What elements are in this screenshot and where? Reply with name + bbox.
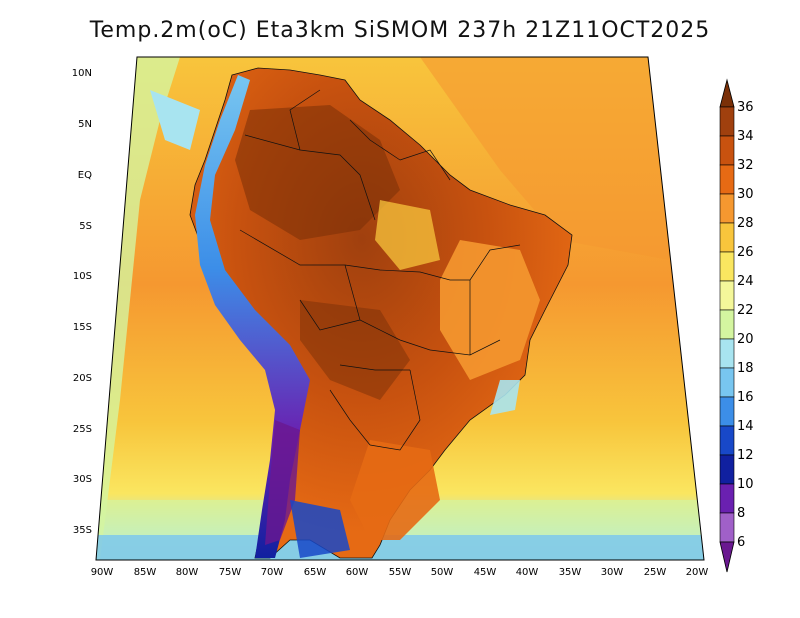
lat-label: 15S <box>72 322 92 333</box>
colorbar-swatch <box>719 164 735 195</box>
lon-label: 35W <box>558 567 582 578</box>
lon-label: 70W <box>260 567 284 578</box>
lat-label: EQ <box>77 170 92 181</box>
central-brazil-warm-patch <box>375 200 440 270</box>
andes-coldest-peaks <box>265 420 300 545</box>
map-area <box>96 57 704 560</box>
lon-label: 30W <box>600 567 624 578</box>
colorbar-bottom-arrow <box>719 541 735 573</box>
lon-label: 50W <box>430 567 454 578</box>
atlantic-warm-band <box>420 57 670 260</box>
colorbar-label: 6 <box>737 535 746 550</box>
map-title: Temp.2m(oC) Eta3km SiSMOM 237h 21Z11OCT2… <box>89 18 711 43</box>
colorbar-swatch <box>719 309 735 340</box>
colorbar-top-arrow <box>719 78 735 108</box>
brazil-plateau-cooler <box>440 240 540 380</box>
lon-label: 40W <box>515 567 539 578</box>
colorbar-swatch <box>719 425 735 456</box>
lon-label: 60W <box>345 567 369 578</box>
lon-label: 85W <box>133 567 157 578</box>
lat-label: 5N <box>78 119 92 130</box>
colorbar-label: 14 <box>737 419 754 434</box>
southern-brazil-region <box>350 440 440 540</box>
colorbar-swatch <box>719 338 735 369</box>
colorbar-label: 22 <box>737 303 754 318</box>
colorbar-swatch <box>719 483 735 514</box>
colorbar-label: 30 <box>737 187 754 202</box>
lat-label: 35S <box>72 525 92 536</box>
colorbar-swatch <box>719 135 735 166</box>
lon-label: 25W <box>643 567 667 578</box>
colorbar-label: 24 <box>737 274 754 289</box>
lat-label: 5S <box>79 221 92 232</box>
colorbar-label: 16 <box>737 390 754 405</box>
colorbar-swatch <box>719 454 735 485</box>
colorbar-swatch <box>719 222 735 253</box>
colorbar-label: 20 <box>737 332 754 347</box>
colorbar-swatch <box>719 106 735 137</box>
colorbar-swatch <box>719 280 735 311</box>
serra-mantiqueira-cool <box>490 380 520 415</box>
colorbar-swatch <box>719 512 735 543</box>
colorbar-swatch <box>719 367 735 398</box>
colorbar <box>719 78 735 573</box>
colorbar-label: 8 <box>737 506 746 521</box>
pacific-cool-patch <box>150 90 200 150</box>
colorbar-label: 28 <box>737 216 754 231</box>
lat-label: 10N <box>71 68 92 79</box>
lon-label: 90W <box>90 567 114 578</box>
colorbar-label: 34 <box>737 129 754 144</box>
colorbar-swatch <box>719 396 735 427</box>
colorbar-swatch <box>719 193 735 224</box>
lat-label: 10S <box>72 271 92 282</box>
lon-label: 20W <box>685 567 709 578</box>
lat-label: 25S <box>72 424 92 435</box>
colorbar-label: 26 <box>737 245 754 260</box>
colorbar-label: 32 <box>737 158 754 173</box>
southern-cold-band <box>96 535 704 560</box>
lat-label: 30S <box>72 474 92 485</box>
colorbar-label: 18 <box>737 361 754 376</box>
country-borders <box>239 89 521 451</box>
map-frame <box>95 56 705 561</box>
lon-label: 65W <box>303 567 327 578</box>
colorbar-label: 36 <box>737 100 754 115</box>
colorbar-swatch <box>719 251 735 282</box>
lon-label: 80W <box>175 567 199 578</box>
lon-label: 45W <box>473 567 497 578</box>
lon-label: 55W <box>388 567 412 578</box>
lat-label: 20S <box>72 373 92 384</box>
lon-label: 75W <box>218 567 242 578</box>
colorbar-label: 12 <box>737 448 754 463</box>
patagonia-cold-zone <box>290 500 350 558</box>
chaco-hot-core <box>300 300 410 400</box>
amazon-hot-core <box>235 105 400 240</box>
colorbar-label: 10 <box>737 477 754 492</box>
